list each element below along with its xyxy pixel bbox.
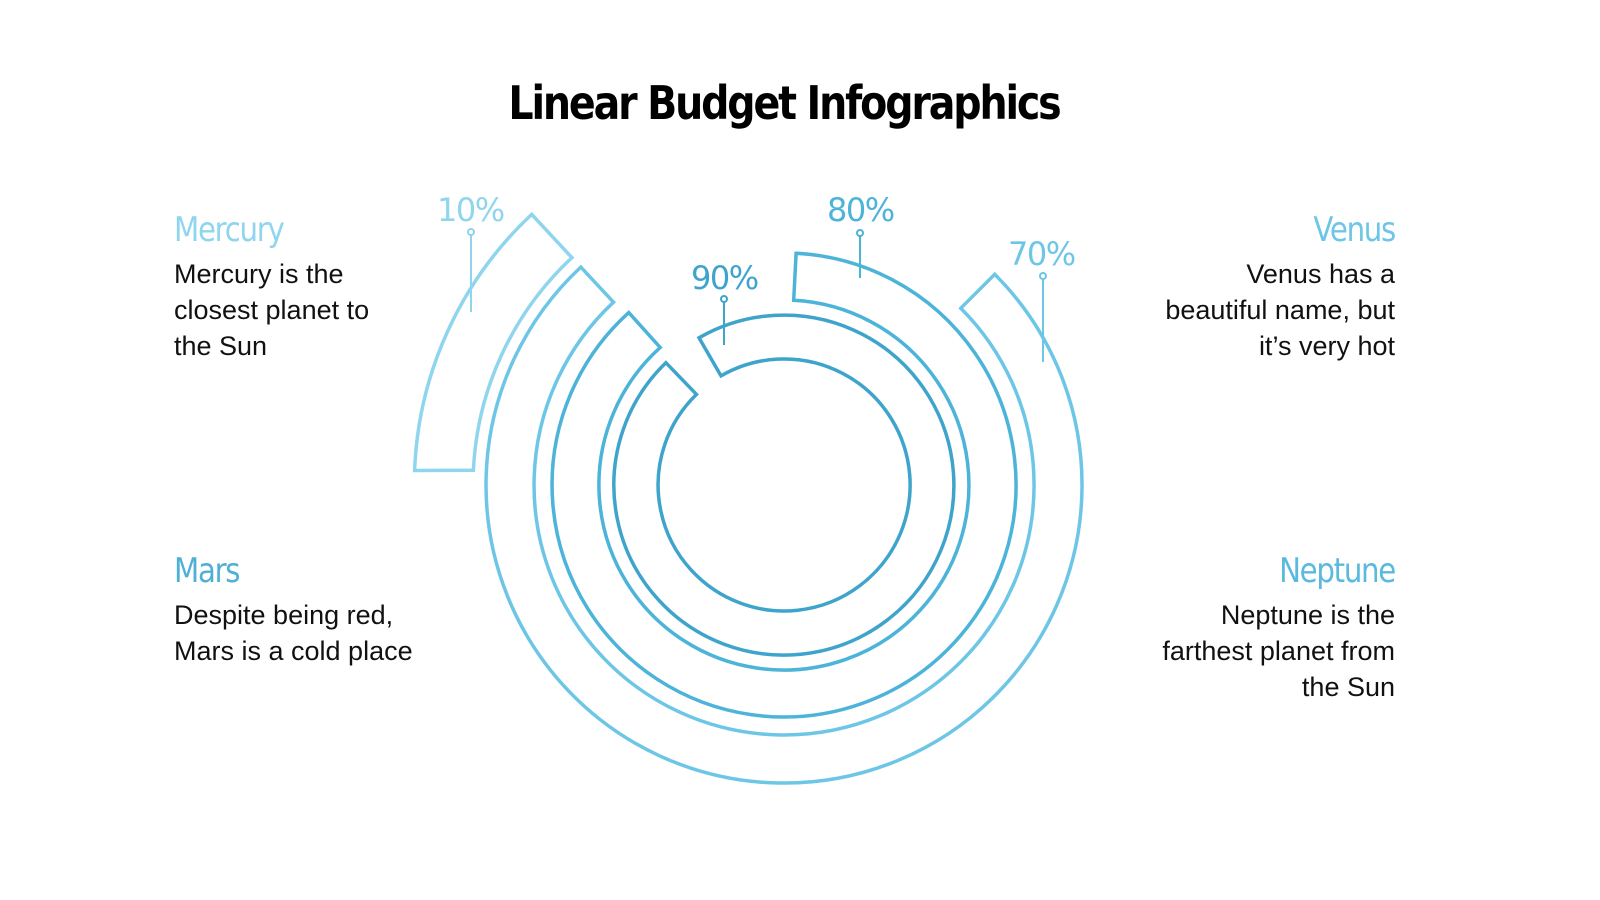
band-90: [612, 313, 956, 657]
pin-70: [1039, 272, 1047, 362]
venus-text: Venus has a beautiful name, but it’s ver…: [1165, 259, 1395, 361]
pin-10: [467, 228, 475, 312]
label-80: 80%: [827, 191, 894, 229]
neptune-text: Neptune is the farthest planet from the …: [1162, 600, 1395, 702]
band-10: [412, 211, 575, 473]
label-90: 90%: [691, 259, 758, 297]
venus-heading: Venus: [1313, 210, 1396, 250]
page-title: Linear Budget Infographics: [508, 76, 1061, 130]
band-80: [550, 251, 1018, 719]
mercury-block: Mercury Mercury is the closest planet to…: [174, 210, 414, 364]
pin-80: [856, 229, 864, 278]
mars-text: Despite being red, Mars is a cold place: [174, 600, 413, 666]
pin-90: [720, 295, 728, 345]
label-70: 70%: [1008, 235, 1075, 273]
mercury-text: Mercury is the closest planet to the Sun: [174, 259, 370, 361]
mars-heading: Mars: [174, 551, 241, 591]
neptune-block: Neptune Neptune is the farthest planet f…: [1155, 551, 1396, 705]
mercury-heading: Mercury: [174, 210, 285, 250]
label-10: 10%: [437, 191, 504, 229]
band-70: [484, 264, 1084, 785]
venus-block: Venus Venus has a beautiful name, but it…: [1155, 210, 1396, 364]
mars-block: Mars Despite being red, Mars is a cold p…: [174, 551, 414, 669]
neptune-heading: Neptune: [1279, 551, 1396, 591]
